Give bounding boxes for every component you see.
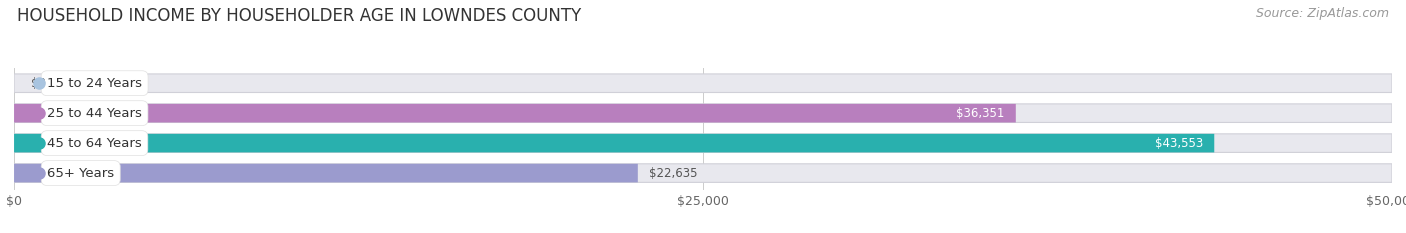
Text: Source: ZipAtlas.com: Source: ZipAtlas.com [1256,7,1389,20]
FancyBboxPatch shape [14,164,638,182]
FancyBboxPatch shape [14,74,1392,93]
FancyBboxPatch shape [14,104,1392,123]
Text: $22,635: $22,635 [648,167,697,180]
FancyBboxPatch shape [14,134,1215,152]
Text: 15 to 24 Years: 15 to 24 Years [48,77,142,90]
FancyBboxPatch shape [14,164,1392,182]
Text: 45 to 64 Years: 45 to 64 Years [48,137,142,150]
Text: $0: $0 [31,77,45,90]
FancyBboxPatch shape [14,134,1392,152]
Text: 25 to 44 Years: 25 to 44 Years [48,107,142,120]
Text: 65+ Years: 65+ Years [48,167,114,180]
Text: HOUSEHOLD INCOME BY HOUSEHOLDER AGE IN LOWNDES COUNTY: HOUSEHOLD INCOME BY HOUSEHOLDER AGE IN L… [17,7,581,25]
FancyBboxPatch shape [14,104,1015,123]
Text: $43,553: $43,553 [1154,137,1204,150]
Text: $36,351: $36,351 [956,107,1005,120]
